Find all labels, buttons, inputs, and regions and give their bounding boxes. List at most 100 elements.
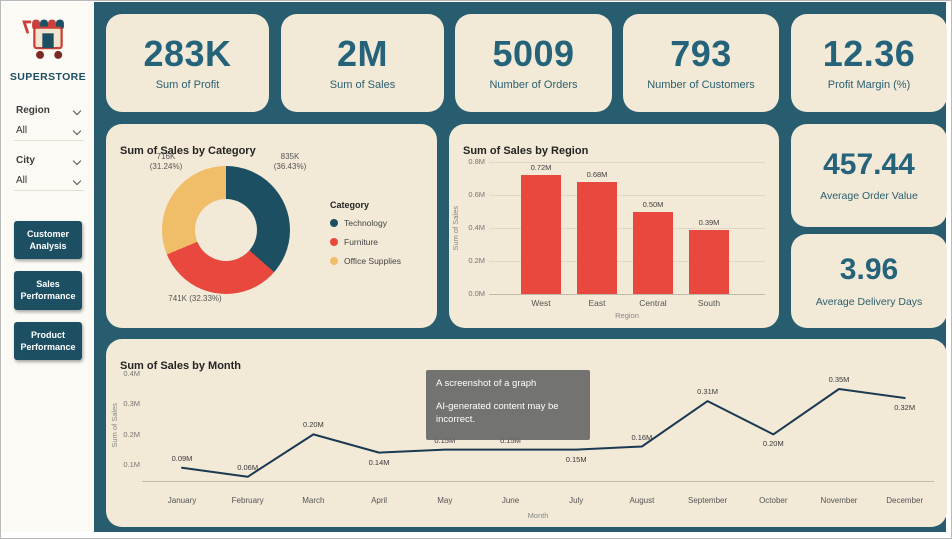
furniture-swatch bbox=[330, 238, 338, 246]
x-tick: South bbox=[697, 298, 721, 308]
city-slicer-label: City bbox=[16, 155, 35, 166]
city-slicer-value: All bbox=[16, 175, 28, 186]
legend-label: Technology bbox=[344, 218, 388, 228]
donut-label-technology: 835K (36.43%) bbox=[258, 152, 322, 173]
region-slicer-value: All bbox=[16, 125, 28, 136]
y-tick: 0.1M bbox=[123, 460, 140, 469]
point-value-label: 0.20M bbox=[302, 420, 324, 430]
slice-value: 716K bbox=[156, 152, 176, 161]
bar-east[interactable] bbox=[577, 181, 617, 294]
gridline bbox=[489, 162, 765, 163]
legend-label: Furniture bbox=[344, 237, 379, 247]
kpi-label: Average Delivery Days bbox=[815, 295, 923, 308]
technology-swatch bbox=[330, 219, 338, 227]
city-slicer-header[interactable]: City bbox=[14, 151, 84, 170]
x-axis-line bbox=[142, 481, 934, 482]
category-donut-chart[interactable] bbox=[162, 166, 290, 294]
kpi-label: Average Order Value bbox=[820, 190, 918, 203]
kpi-number-of-orders: 5009 Number of Orders bbox=[455, 14, 612, 112]
kpi-value: 457.44 bbox=[823, 147, 915, 181]
point-value-label: 0.14M bbox=[368, 457, 390, 467]
point-value-label: 0.06M bbox=[237, 462, 259, 472]
kpi-value: 3.96 bbox=[839, 253, 899, 287]
x-axis-title: Month bbox=[527, 511, 549, 520]
x-tick: July bbox=[569, 496, 584, 505]
kpi-average-delivery-days: 3.96 Average Delivery Days bbox=[791, 234, 947, 328]
legend-item-technology[interactable]: Technology bbox=[330, 218, 401, 228]
x-tick: April bbox=[371, 496, 388, 505]
chevron-down-icon bbox=[72, 106, 82, 115]
legend-item-office-supplies[interactable]: Office Supplies bbox=[330, 256, 401, 266]
x-axis-title: Region bbox=[615, 311, 639, 320]
x-tick: November bbox=[820, 496, 858, 505]
x-tick: East bbox=[588, 298, 606, 308]
kpi-label: Profit Margin (%) bbox=[827, 78, 911, 91]
y-tick: 0.4M bbox=[123, 369, 140, 378]
kpi-label: Number of Orders bbox=[489, 78, 578, 91]
chevron-down-icon bbox=[72, 126, 82, 135]
sales-by-category-card: Sum of Sales by Category 716K (31.24%) 8… bbox=[106, 124, 437, 328]
slice-value: 835K bbox=[280, 152, 300, 161]
kpi-value: 793 bbox=[670, 33, 732, 75]
x-tick: August bbox=[629, 496, 655, 505]
slice-value: 741K bbox=[168, 294, 187, 303]
x-tick: March bbox=[302, 496, 325, 505]
chevron-down-icon bbox=[72, 176, 82, 185]
gridline bbox=[489, 228, 765, 229]
legend-item-furniture[interactable]: Furniture bbox=[330, 237, 401, 247]
chart-title: Sum of Sales by Region bbox=[463, 145, 589, 157]
bar-value-label: 0.72M bbox=[530, 163, 552, 173]
point-value-label: 0.15M bbox=[565, 454, 587, 464]
bar-value-label: 0.50M bbox=[642, 199, 664, 209]
kpi-value: 12.36 bbox=[822, 33, 916, 75]
sidebar: SUPERSTORE Region All City All bbox=[2, 2, 94, 532]
point-value-label: 0.32M bbox=[894, 403, 916, 413]
point-value-label: 0.31M bbox=[697, 387, 719, 397]
office-supplies-swatch bbox=[330, 257, 338, 265]
kpi-sum-of-profit: 283K Sum of Profit bbox=[106, 14, 269, 112]
bar-west[interactable] bbox=[521, 175, 561, 294]
legend-label: Office Supplies bbox=[344, 256, 402, 266]
x-tick: June bbox=[501, 496, 520, 505]
region-slicer-header[interactable]: Region bbox=[14, 101, 84, 120]
bar-south[interactable] bbox=[689, 229, 729, 294]
point-value-label: 0.09M bbox=[171, 453, 193, 463]
kpi-number-of-customers: 793 Number of Customers bbox=[623, 14, 779, 112]
superstore-logo bbox=[2, 14, 94, 69]
kpi-profit-margin: 12.36 Profit Margin (%) bbox=[791, 14, 947, 112]
brand-title: SUPERSTORE bbox=[9, 71, 87, 83]
kpi-label: Sum of Profit bbox=[155, 78, 220, 91]
gridline bbox=[489, 261, 765, 262]
region-slicer-label: Region bbox=[16, 105, 50, 116]
region-slicer-dropdown[interactable]: All bbox=[14, 120, 84, 141]
alt-text-overlay: A screenshot of a graph AI-generated con… bbox=[426, 370, 590, 440]
x-tick: October bbox=[759, 496, 788, 505]
chevron-down-icon bbox=[72, 156, 82, 165]
y-tick: 0.2M bbox=[468, 256, 485, 265]
x-axis-line bbox=[489, 294, 765, 295]
y-tick: 0.3M bbox=[123, 399, 140, 408]
category-legend: Category Technology Furniture Office Sup… bbox=[330, 200, 401, 275]
kpi-value: 5009 bbox=[492, 33, 575, 75]
point-value-label: 0.16M bbox=[631, 432, 653, 442]
y-tick: 0.2M bbox=[123, 430, 140, 439]
slice-percent: (32.33%) bbox=[189, 294, 222, 303]
point-value-label: 0.15M bbox=[434, 435, 456, 445]
kpi-value: 283K bbox=[143, 33, 232, 75]
store-cart-icon bbox=[22, 19, 64, 59]
bar-value-label: 0.39M bbox=[698, 217, 720, 227]
chart-title: Sum of Sales by Month bbox=[120, 360, 242, 372]
point-value-label: 0.20M bbox=[762, 439, 784, 449]
nav-customer-analysis-button[interactable]: Customer Analysis bbox=[14, 221, 82, 260]
gridline bbox=[489, 195, 765, 196]
city-slicer-dropdown[interactable]: All bbox=[14, 170, 84, 191]
sales-by-region-card: Sum of Sales by Region Sum of Sales 0.8M… bbox=[449, 124, 779, 328]
alt-text-line1: A screenshot of a graph bbox=[436, 378, 537, 389]
y-tick: 0.6M bbox=[468, 190, 485, 199]
bar-central[interactable] bbox=[633, 211, 673, 294]
nav-sales-performance-button[interactable]: Sales Performance bbox=[14, 271, 82, 310]
kpi-label: Number of Customers bbox=[647, 78, 755, 91]
legend-title: Category bbox=[330, 200, 370, 210]
nav-product-performance-button[interactable]: Product Performance bbox=[14, 321, 82, 360]
